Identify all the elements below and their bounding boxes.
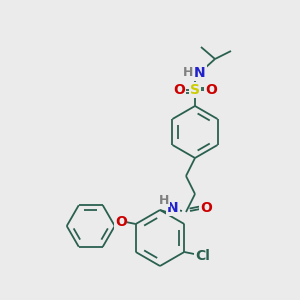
Text: O: O: [115, 215, 127, 229]
Text: O: O: [200, 201, 212, 215]
Text: S: S: [190, 83, 200, 97]
Text: H: H: [183, 67, 193, 80]
Text: N: N: [194, 66, 206, 80]
Text: H: H: [159, 194, 169, 206]
Text: O: O: [173, 83, 185, 97]
Text: N: N: [167, 201, 179, 215]
Text: O: O: [205, 83, 217, 97]
Text: Cl: Cl: [195, 249, 210, 263]
